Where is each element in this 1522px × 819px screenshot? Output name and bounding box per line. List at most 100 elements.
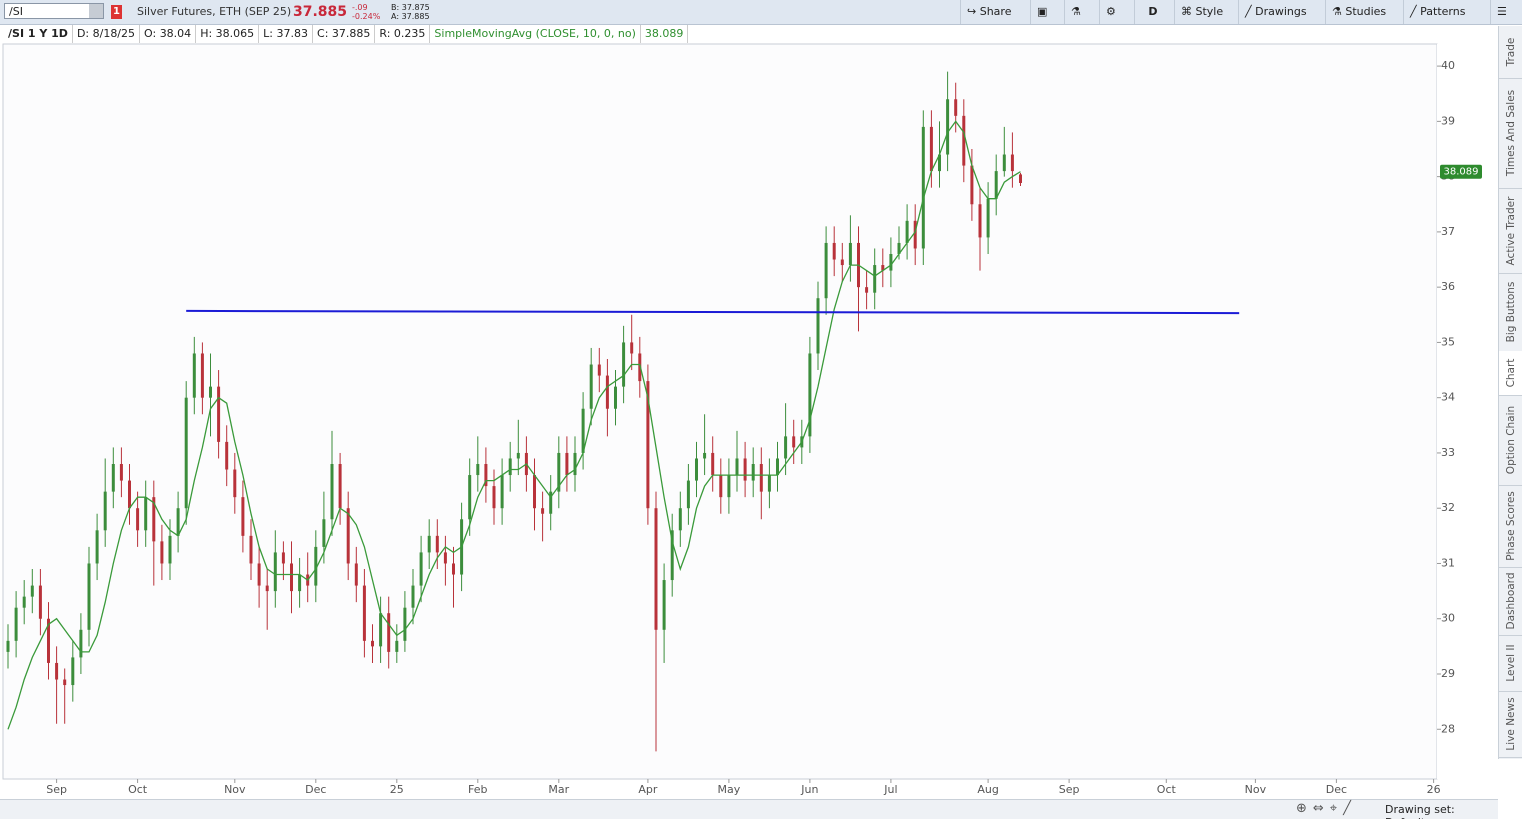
study-value: 38.089 — [641, 25, 689, 43]
candle-body — [411, 585, 415, 608]
x-tick-label: Aug — [977, 783, 998, 796]
open-value: 38.04 — [159, 27, 192, 40]
symbol-dropdown[interactable] — [89, 4, 103, 18]
side-tab[interactable]: Dashboard — [1499, 567, 1522, 636]
candle-body — [387, 613, 391, 652]
side-tab-label: Chart — [1505, 358, 1517, 388]
candle-body — [986, 198, 990, 238]
drawing-set[interactable]: Drawing set: Default — [1385, 803, 1455, 819]
candle-body — [695, 458, 698, 481]
side-tab-label: Live News — [1505, 697, 1517, 751]
y-tick-label: 35 — [1441, 335, 1455, 348]
symbol-input[interactable]: /SI — [4, 3, 104, 19]
studies-button[interactable]: ⚗ Studies — [1325, 0, 1392, 24]
candle-body — [484, 464, 488, 487]
zoom-tools[interactable]: ⊕⇔⌖╱ — [1296, 801, 1357, 816]
candle-body — [662, 580, 666, 630]
candle-body — [913, 220, 917, 249]
side-tab[interactable]: Phase Scores — [1499, 485, 1522, 568]
candle-body — [881, 265, 885, 271]
candle-body — [476, 464, 480, 476]
trendline — [186, 309, 1240, 315]
y-tick-label: 40 — [1441, 59, 1455, 72]
candle-body — [678, 508, 682, 531]
y-tick-label: 37 — [1441, 225, 1455, 238]
candle-body — [824, 242, 828, 299]
ask: A: 37.885 — [391, 12, 430, 21]
side-tab[interactable]: Option Chain — [1499, 395, 1522, 486]
share-button[interactable]: ↪ Share — [960, 0, 1017, 24]
chart: 28293031323334353637383940SepOctNovDec25… — [2, 43, 1482, 796]
candle-body — [946, 99, 950, 155]
style-button[interactable]: ⌘ Style — [1174, 0, 1229, 24]
side-tab[interactable]: Level II — [1499, 635, 1522, 692]
candle-body — [38, 585, 42, 619]
candle-body — [776, 458, 779, 476]
side-tab-label: Dashboard — [1505, 572, 1517, 630]
candle-body — [119, 464, 123, 481]
alert-badge[interactable]: 1 — [111, 5, 122, 19]
drawings-button[interactable]: ╱ Drawings — [1238, 0, 1313, 24]
candle-body — [233, 469, 237, 498]
side-tab-label: Phase Scores — [1505, 491, 1517, 561]
low-info: L: 37.83 — [259, 25, 314, 43]
candle-body — [541, 508, 545, 514]
candle-body — [14, 607, 18, 641]
low-label: L: — [263, 27, 274, 40]
side-tab[interactable]: Chart — [1499, 351, 1522, 396]
toolbar: /SI 1 Silver Futures, ETH (SEP 25) 37.88… — [0, 0, 1522, 25]
x-tick-label: 25 — [390, 783, 404, 796]
candle-body — [711, 452, 715, 476]
net-change: -.09 — [352, 3, 368, 12]
candle-body — [281, 552, 285, 564]
candle-body — [435, 535, 439, 553]
flask-button[interactable]: ⚗ — [1064, 0, 1087, 24]
candle-body — [897, 242, 901, 254]
candle-body — [614, 386, 617, 409]
candle-body — [508, 458, 512, 476]
aggregation-button[interactable]: D — [1134, 0, 1171, 24]
side-tab-label: Option Chain — [1505, 405, 1517, 475]
candle-body — [136, 508, 140, 531]
candle-body — [565, 452, 569, 476]
candle-body — [403, 607, 407, 641]
info-bar: /SI 1 Y 1D D: 8/18/25 O: 38.04 H: 38.065 L: … — [4, 25, 689, 43]
menu-button[interactable]: ☰ — [1490, 0, 1513, 24]
drawings-label: Drawings — [1255, 5, 1307, 18]
x-tick-label: Sep — [1059, 783, 1080, 796]
candle-body — [330, 464, 334, 520]
candle-body — [646, 381, 650, 509]
tool-button[interactable]: ▣ — [1030, 0, 1053, 24]
settings-button[interactable]: ⚙ — [1099, 0, 1122, 24]
side-tab[interactable]: Big Buttons — [1499, 273, 1522, 352]
candle-body — [87, 563, 91, 630]
side-tab-label: Active Trader — [1505, 196, 1517, 265]
x-tick-label: Mar — [548, 783, 569, 796]
candle-body — [492, 486, 496, 509]
range-value: 0.235 — [393, 27, 426, 40]
candle-body — [549, 491, 553, 514]
candle-body — [630, 342, 634, 354]
candle-body — [265, 585, 269, 592]
side-tab-label: Trade — [1505, 37, 1517, 67]
candle-body — [47, 618, 50, 663]
candle-body — [962, 115, 966, 166]
candle-body — [767, 475, 771, 492]
candle-body — [468, 475, 472, 520]
candle-body — [929, 126, 933, 172]
side-tab[interactable]: Times And Sales — [1499, 78, 1522, 189]
candle-body — [395, 640, 399, 652]
candle-body — [103, 491, 107, 531]
side-tab[interactable]: Active Trader — [1499, 188, 1522, 274]
side-tab[interactable]: Trade — [1499, 26, 1522, 79]
y-tick-label: 33 — [1441, 446, 1455, 459]
close-label: C: — [317, 27, 329, 40]
patterns-button[interactable]: ╱ Patterns — [1403, 0, 1471, 24]
candle-body — [6, 640, 10, 652]
bid: B: 37.875 — [391, 3, 430, 12]
candle-body — [346, 508, 350, 564]
candle-body — [638, 353, 642, 382]
candle-body — [427, 535, 431, 553]
low-value: 37.83 — [276, 27, 309, 40]
side-tab[interactable]: Live News — [1499, 691, 1522, 758]
